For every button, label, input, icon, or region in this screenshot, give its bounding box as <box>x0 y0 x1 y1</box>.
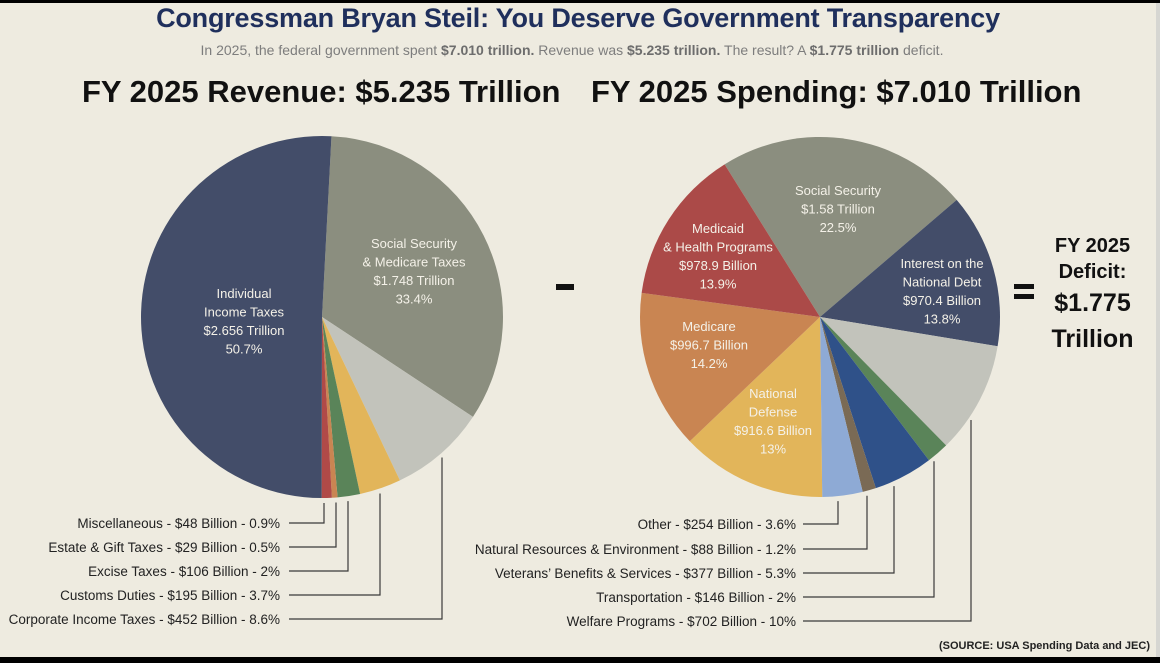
slice-label-line: $978.9 Billion <box>679 258 757 273</box>
leader-line-veterans-benefits-services <box>803 486 895 574</box>
leader-line-natural-resources-environment <box>803 495 868 550</box>
slice-label-line: Defense <box>749 405 797 420</box>
leader-label-estate-gift-taxes: Estate & Gift Taxes - $29 Billion - 0.5% <box>48 540 280 555</box>
leader-line-estate-gift-taxes <box>289 502 337 548</box>
subtitle-part: $5.235 trillion. <box>627 42 721 58</box>
subtitle-part: The result? A <box>720 42 810 58</box>
leader-label-excise-taxes: Excise Taxes - $106 Billion - 2% <box>88 564 280 579</box>
leader-label-other: Other - $254 Billion - 3.6% <box>638 517 796 532</box>
slice-label-line: 33.4% <box>396 292 433 307</box>
slice-label-line: $916.6 Billion <box>734 423 812 438</box>
pie-slice-welfare-programs <box>820 317 998 446</box>
pie-slice-other <box>820 317 863 497</box>
slice-label-line: $2.656 Trillion <box>204 323 285 338</box>
subtitle-part: $1.775 trillion <box>809 42 900 58</box>
slice-label-line: National Debt <box>903 275 982 290</box>
leader-label-miscellaneous: Miscellaneous - $48 Billion - 0.9% <box>77 516 280 531</box>
subtitle-part: Revenue was <box>534 42 627 58</box>
leader-line-corporate-income-taxes <box>289 457 443 620</box>
pie-slice-medicaid-health-programs <box>641 164 820 317</box>
pie-slice-corporate-income-taxes <box>322 317 473 481</box>
page-title: Congressman Bryan Steil: You Deserve Gov… <box>156 3 1000 33</box>
slice-label-line: 50.7% <box>226 342 263 357</box>
pie-slice-individual-income-taxes <box>141 136 332 498</box>
leader-line-customs-duties <box>289 493 381 596</box>
pie-slice-social-security <box>724 137 957 317</box>
slice-label-medicaid-health-programs: Medicaid & Health Programs $978.9 Billion 1… <box>663 221 773 292</box>
slice-label-line: 22.5% <box>820 220 857 235</box>
subtitle: In 2025, the federal government spent $7… <box>0 42 1144 58</box>
slice-label-line: Interest on the <box>900 256 983 271</box>
slice-label-line: Medicaid <box>692 221 744 236</box>
leader-line-excise-taxes <box>289 501 349 572</box>
slice-label-line: $1.748 Trillion <box>374 273 455 288</box>
pie-slice-social-security-medicare-taxes <box>322 136 503 417</box>
revenue-pie: Social Security & Medicare Taxes $1.748 Tr… <box>9 136 503 627</box>
leader-label-natural-resources-environment: Natural Resources & Environment - $88 Bi… <box>475 542 796 557</box>
subtitle-part: deficit. <box>899 42 944 58</box>
source-note: (SOURCE: USA Spending Data and JEC) <box>938 640 1150 652</box>
deficit-unit: Trillion <box>1051 325 1134 353</box>
slice-label-individual-income-taxes: Individual Income Taxes $2.656 Trillion 50.… <box>204 286 285 357</box>
slice-label-line: $970.4 Billion <box>903 293 981 308</box>
slice-label-social-security-medicare-taxes: Social Security & Medicare Taxes $1.748 Tr… <box>362 236 466 307</box>
leader-line-miscellaneous <box>289 502 325 524</box>
slice-label-national-defense: National Defense $916.6 Billion 13% <box>734 386 812 457</box>
slice-label-line: 13.9% <box>700 277 737 292</box>
spending-chart-title: FY 2025 Spending: $7.010 Trillion <box>591 74 1082 109</box>
equals-sign-icon <box>1014 282 1034 302</box>
slice-label-line: Social Security <box>371 236 457 251</box>
slice-label-line: $996.7 Billion <box>670 338 748 353</box>
slice-label-interest-on-the-national-debt: Interest on the National Debt $970.4 Billi… <box>900 256 983 327</box>
slice-label-line: 14.2% <box>691 356 728 371</box>
slice-label-social-security: Social Security $1.58 Trillion 22.5% <box>795 183 881 235</box>
leader-label-welfare-programs: Welfare Programs - $702 Billion - 10% <box>567 614 796 629</box>
slice-label-line: Social Security <box>795 183 881 198</box>
deficit-summary: FY 2025 Deficit: $1.775 Trillion <box>1040 233 1145 357</box>
pie-slice-customs-duties <box>322 317 400 494</box>
leader-label-veterans-benefits-services: Veterans’ Benefits & Services - $377 Bil… <box>495 566 796 581</box>
slice-label-line: Medicare <box>682 319 735 334</box>
pie-slice-veterans-benefits-services <box>820 317 929 489</box>
deficit-year: FY 2025 <box>1054 235 1131 257</box>
pie-slice-interest-on-the-national-debt <box>820 199 1001 347</box>
slice-label-line: Income Taxes <box>204 305 284 320</box>
right-border <box>1156 3 1160 657</box>
slice-label-line: Individual <box>217 286 272 301</box>
subtitle-part: $7.010 trillion. <box>441 42 535 58</box>
spending-pie: Social Security $1.58 Trillion 22.5% Intere… <box>475 137 1001 629</box>
leader-line-welfare-programs <box>803 419 972 622</box>
pie-slice-national-defense <box>689 317 823 497</box>
deficit-label: Deficit: <box>1058 261 1127 283</box>
leader-line-other <box>803 501 839 525</box>
pie-slice-transportation <box>820 317 947 461</box>
slice-label-line: 13.8% <box>924 312 961 327</box>
pie-slice-excise-taxes <box>322 317 361 498</box>
leader-label-transportation: Transportation - $146 Billion - 2% <box>596 590 796 605</box>
pie-slice-miscellaneous <box>321 317 332 498</box>
leader-line-transportation <box>803 461 935 598</box>
subtitle-part: In 2025, the federal government spent <box>200 42 442 58</box>
leader-label-corporate-income-taxes: Corporate Income Taxes - $452 Billion - … <box>9 612 280 627</box>
minus-sign-icon <box>556 284 574 290</box>
slice-label-medicare: Medicare $996.7 Billion 14.2% <box>670 319 748 371</box>
deficit-amount: $1.775 <box>1054 289 1131 317</box>
pie-slice-natural-resources-environment <box>820 317 876 492</box>
revenue-chart-title: FY 2025 Revenue: $5.235 Trillion <box>82 74 561 109</box>
slice-label-line: 13% <box>760 442 786 457</box>
leader-label-customs-duties: Customs Duties - $195 Billion - 3.7% <box>60 588 280 603</box>
pie-slice-estate-gift-taxes <box>322 317 338 498</box>
slice-label-line: National <box>749 386 797 401</box>
slice-label-line: & Medicare Taxes <box>362 255 466 270</box>
pie-slice-medicare <box>640 292 820 442</box>
slice-label-line: & Health Programs <box>663 240 773 255</box>
slice-label-line: $1.58 Trillion <box>801 202 875 217</box>
